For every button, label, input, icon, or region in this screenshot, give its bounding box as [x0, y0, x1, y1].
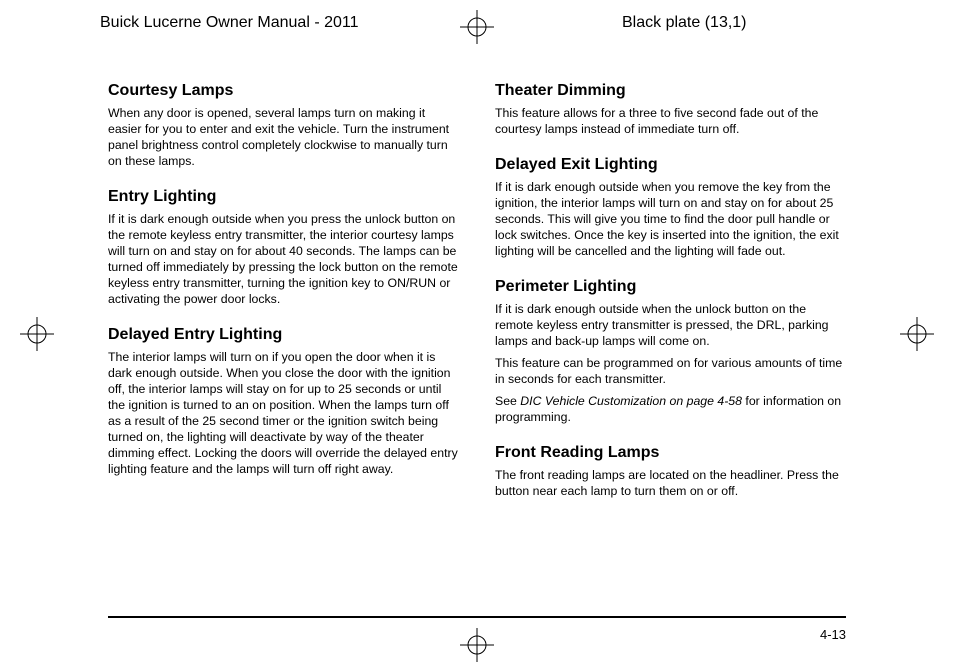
content-area: Courtesy Lamps When any door is opened, …	[108, 82, 846, 578]
page-number: 4-13	[820, 627, 846, 642]
body-text: If it is dark enough outside when the un…	[495, 302, 846, 350]
body-text: This feature can be programmed on for va…	[495, 356, 846, 388]
heading-courtesy-lamps: Courtesy Lamps	[108, 82, 459, 100]
regmark-top-icon	[460, 10, 494, 44]
body-text: The front reading lamps are located on t…	[495, 468, 846, 500]
header-left-text: Buick Lucerne Owner Manual - 2011	[100, 14, 359, 32]
heading-delayed-exit-lighting: Delayed Exit Lighting	[495, 156, 846, 174]
regmark-left-icon	[20, 317, 54, 351]
body-text: When any door is opened, several lamps t…	[108, 106, 459, 170]
header-right-text: Black plate (13,1)	[622, 14, 747, 32]
body-text-ref: See DIC Vehicle Customization on page 4-…	[495, 394, 846, 426]
heading-entry-lighting: Entry Lighting	[108, 188, 459, 206]
body-text: If it is dark enough outside when you pr…	[108, 212, 459, 308]
heading-theater-dimming: Theater Dimming	[495, 82, 846, 100]
left-column: Courtesy Lamps When any door is opened, …	[108, 82, 459, 578]
regmark-bottom-icon	[460, 628, 494, 662]
heading-front-reading-lamps: Front Reading Lamps	[495, 444, 846, 462]
right-column: Theater Dimming This feature allows for …	[495, 82, 846, 578]
ref-prefix: See	[495, 394, 520, 408]
ref-link: DIC Vehicle Customization on page 4-58	[520, 394, 742, 408]
regmark-right-icon	[900, 317, 934, 351]
heading-perimeter-lighting: Perimeter Lighting	[495, 278, 846, 296]
body-text: This feature allows for a three to five …	[495, 106, 846, 138]
body-text: The interior lamps will turn on if you o…	[108, 350, 459, 478]
body-text: If it is dark enough outside when you re…	[495, 180, 846, 260]
heading-delayed-entry-lighting: Delayed Entry Lighting	[108, 326, 459, 344]
footer-rule	[108, 616, 846, 618]
